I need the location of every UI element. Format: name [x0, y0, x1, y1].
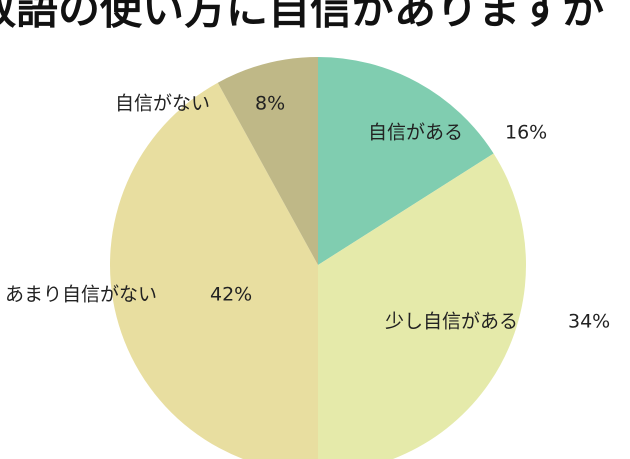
- slice-label: 自信がない: [115, 93, 210, 115]
- pie-slice: [110, 82, 318, 459]
- pie-slice: [318, 153, 526, 459]
- chart-title: 敬語の使い方に自信がありますか: [0, 0, 604, 34]
- value-label: 16%: [505, 122, 547, 144]
- slice-label: 少し自信がある: [385, 311, 518, 333]
- pie-slice: [318, 57, 494, 265]
- value-label: 34%: [568, 311, 610, 333]
- slice-label: あまり自信がない: [5, 284, 157, 306]
- slice-label: 自信がある: [368, 122, 463, 144]
- value-label: 8%: [255, 93, 285, 115]
- value-label: 42%: [210, 284, 252, 306]
- pie-slice: [217, 57, 318, 265]
